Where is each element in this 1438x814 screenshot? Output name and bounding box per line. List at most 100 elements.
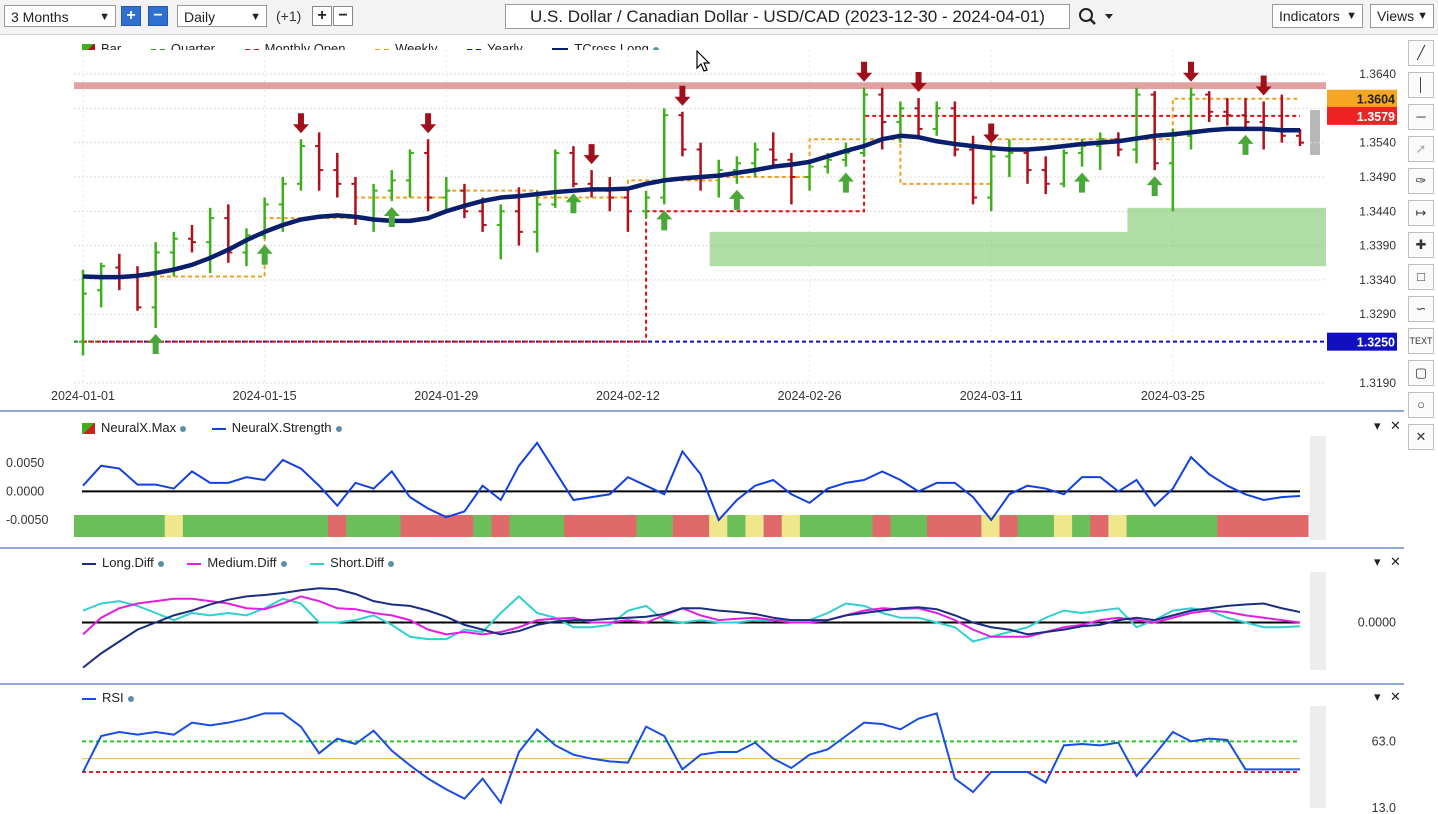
legend-label: RSI (102, 690, 124, 705)
indicators-button[interactable]: Indicators ▼ (1272, 4, 1363, 28)
plus-icon: + (317, 7, 327, 24)
pen-tool-button[interactable]: ╱ (1408, 40, 1434, 66)
interval-select[interactable]: Daily ▼ (177, 5, 267, 27)
circle-tool-button[interactable]: ○ (1408, 392, 1434, 418)
close-panel-button[interactable]: ✕ (1390, 554, 1401, 570)
neuralx-max-cell (400, 515, 420, 537)
remove-offset-button[interactable]: − (333, 6, 353, 26)
measure-tool-button[interactable]: ↦ (1408, 200, 1434, 226)
close-icon: ✕ (1390, 418, 1401, 433)
search-button[interactable] (1076, 5, 1120, 29)
sell-arrow-icon (292, 113, 309, 134)
rectangle-tool-button[interactable]: ▢ (1408, 360, 1434, 386)
x-tick-label: 2024-03-25 (1141, 389, 1205, 403)
neuralx-max-cell (491, 515, 511, 537)
rectangle-icon: ▢ (1414, 365, 1428, 380)
neuralx-strength-line (82, 441, 1301, 522)
quarter-swatch-icon (150, 48, 165, 51)
sell-arrow-icon (583, 144, 600, 165)
neuralx-max-cell (1199, 515, 1218, 537)
brush-tool-button[interactable]: ✑ (1408, 168, 1434, 194)
panel-separator[interactable] (0, 547, 1404, 549)
legend-neuralx-strength[interactable]: NeuralX.Strength (211, 420, 342, 435)
chart-canvas[interactable]: 1.36401.35901.35401.34901.34401.33901.33… (0, 0, 1404, 814)
settings-dot-icon[interactable] (652, 46, 659, 53)
curve-tool-button[interactable]: ∽ (1408, 296, 1434, 322)
period-select[interactable]: 3 Months ▼ (4, 5, 116, 27)
price-label-box (1327, 106, 1397, 125)
settings-dot-icon[interactable] (157, 560, 164, 567)
neuralx-max-cell (1053, 515, 1073, 537)
neuralx-max-cell (1217, 515, 1237, 537)
neuralx-max-cell (146, 515, 166, 537)
legend-neuralx-max[interactable]: NeuralX.Max (82, 420, 187, 435)
price-label: 1.3250 (1357, 336, 1395, 350)
crosshair-tool-button[interactable]: ✚ (1408, 232, 1434, 258)
add-offset-button[interactable]: + (312, 6, 332, 26)
legend-short-diff[interactable]: Short.Diff (310, 555, 395, 570)
chevron-down-icon: ▼ (1417, 10, 1428, 22)
line-swatch-icon (82, 562, 96, 565)
legend-label: NeuralX.Max (101, 420, 177, 435)
toolbar: 3 Months ▼ + − Daily ▼ (+1) + − U.S. Dol… (0, 0, 1438, 35)
buy-arrow-icon (256, 244, 273, 265)
settings-dot-icon[interactable] (335, 425, 342, 432)
panel-scroll-area (1310, 436, 1326, 540)
close-panel-button[interactable]: ✕ (1390, 689, 1401, 705)
legend-label: Long.Diff (102, 555, 154, 570)
resistance-zone (74, 82, 1326, 90)
note-icon: □ (1417, 269, 1425, 284)
vertical-line-icon: │ (1416, 77, 1426, 92)
y-tick-label: 1.3340 (1359, 273, 1396, 287)
tcross-swatch-icon (552, 47, 569, 52)
legend-medium-diff[interactable]: Medium.Diff (187, 555, 287, 570)
settings-dot-icon[interactable] (180, 425, 187, 432)
settings-dot-icon[interactable] (388, 560, 395, 567)
panel-separator[interactable] (0, 683, 1404, 685)
neuralx-max-cell (908, 515, 928, 537)
collapse-panel-button[interactable]: ▾ (1374, 554, 1381, 570)
y-tick-label: 1.3390 (1359, 239, 1396, 253)
buy-arrow-icon (837, 172, 854, 193)
legend-long-diff[interactable]: Long.Diff (82, 555, 164, 570)
vertical-line-tool-button[interactable]: │ (1408, 72, 1434, 98)
horizontal-line-tool-button[interactable]: ─ (1408, 104, 1434, 130)
neuralx-max-cell (654, 515, 674, 537)
collapse-panel-button[interactable]: ▾ (1374, 689, 1381, 705)
neuralx-max-cell (799, 515, 819, 537)
note-tool-button[interactable]: □ (1408, 264, 1434, 290)
zoom-out-button[interactable]: − (148, 6, 168, 26)
chevron-down-icon: ▼ (250, 11, 261, 23)
sell-arrow-icon (856, 61, 873, 82)
symbol-title[interactable]: U.S. Dollar / Canadian Dollar - USD/CAD … (505, 4, 1070, 29)
neuralx-max-cell (963, 515, 982, 537)
neuralx-max-cell (291, 515, 311, 537)
zoom-in-button[interactable]: + (121, 6, 141, 26)
settings-dot-icon[interactable] (127, 695, 134, 702)
close-panel-button[interactable]: ✕ (1390, 418, 1401, 434)
neuralx-max-cell (563, 515, 583, 537)
y-tick-label: 13.0 (1372, 801, 1396, 814)
neuralx-max-cell (890, 515, 910, 537)
buy-arrow-icon (383, 206, 400, 227)
neuralx-max-cell (509, 515, 529, 537)
collapse-panel-button[interactable]: ▾ (1374, 418, 1381, 434)
neuralx-max-cell (455, 515, 474, 537)
measure-icon: ↦ (1415, 205, 1427, 220)
settings-dot-icon[interactable] (280, 560, 287, 567)
chevron-down-icon: ▾ (1374, 554, 1381, 569)
views-button[interactable]: Views ▼ (1370, 4, 1434, 28)
buy-arrow-icon (1237, 134, 1254, 155)
neuralx-max-cell (618, 515, 638, 537)
neuralx-max-cell (382, 515, 402, 537)
clear-drawings-button[interactable]: ✕ (1408, 424, 1434, 450)
panel-separator[interactable] (0, 410, 1404, 412)
panel-scroll-area (1310, 572, 1326, 670)
neuralx-max-cell (201, 515, 220, 537)
support-zone (1127, 207, 1326, 232)
legend-rsi[interactable]: RSI (82, 690, 134, 705)
ray-tool-button[interactable]: ➚ (1408, 136, 1434, 162)
y-tick-label: 0.0000 (6, 484, 44, 498)
text-tool-button[interactable]: TEXT (1408, 328, 1434, 354)
crosshair-icon: ✚ (1415, 237, 1427, 252)
